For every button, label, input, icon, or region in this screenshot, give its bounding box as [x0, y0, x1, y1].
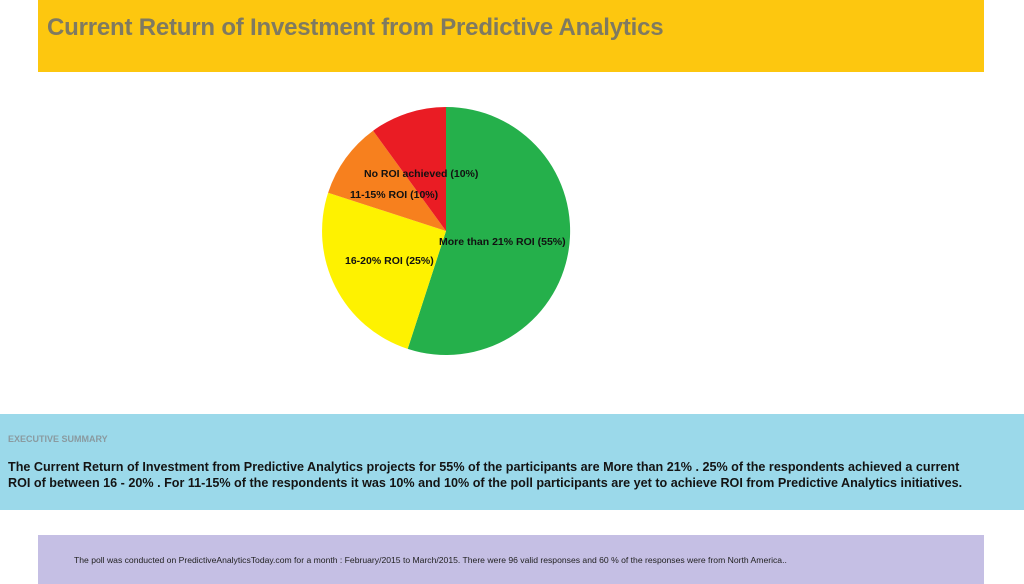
slice-no-roi [373, 107, 446, 231]
label-16-20: 16-20% ROI (25%) [345, 255, 434, 267]
summary-heading: EXECUTIVE SUMMARY [8, 434, 108, 444]
title-banner: Current Return of Investment from Predic… [38, 0, 984, 72]
summary-line-1: The Current Return of Investment from Pr… [8, 460, 960, 474]
pie-chart: No ROI achieved (10%) 11-15% ROI (10%) M… [0, 80, 1024, 410]
label-11-15: 11-15% ROI (10%) [350, 189, 438, 201]
slice-more-than-21 [407, 106, 571, 355]
poll-note-text: The poll was conducted on PredictiveAnal… [74, 555, 787, 565]
slice-11-15 [328, 130, 446, 231]
page-title: Current Return of Investment from Predic… [47, 14, 664, 41]
summary-line-2: ROI of between 16 - 20% . For 11-15% of … [8, 476, 963, 490]
summary-body: The Current Return of Investment from Pr… [8, 459, 1008, 491]
poll-note-panel: The poll was conducted on PredictiveAnal… [38, 535, 984, 584]
slice-16-20 [322, 192, 446, 349]
pie-chart-svg: No ROI achieved (10%) 11-15% ROI (10%) M… [322, 106, 571, 355]
executive-summary-panel: EXECUTIVE SUMMARY The Current Return of … [0, 414, 1024, 510]
label-more-than-21: More than 21% ROI (55%) [439, 236, 566, 248]
label-no-roi: No ROI achieved (10%) [364, 168, 478, 180]
